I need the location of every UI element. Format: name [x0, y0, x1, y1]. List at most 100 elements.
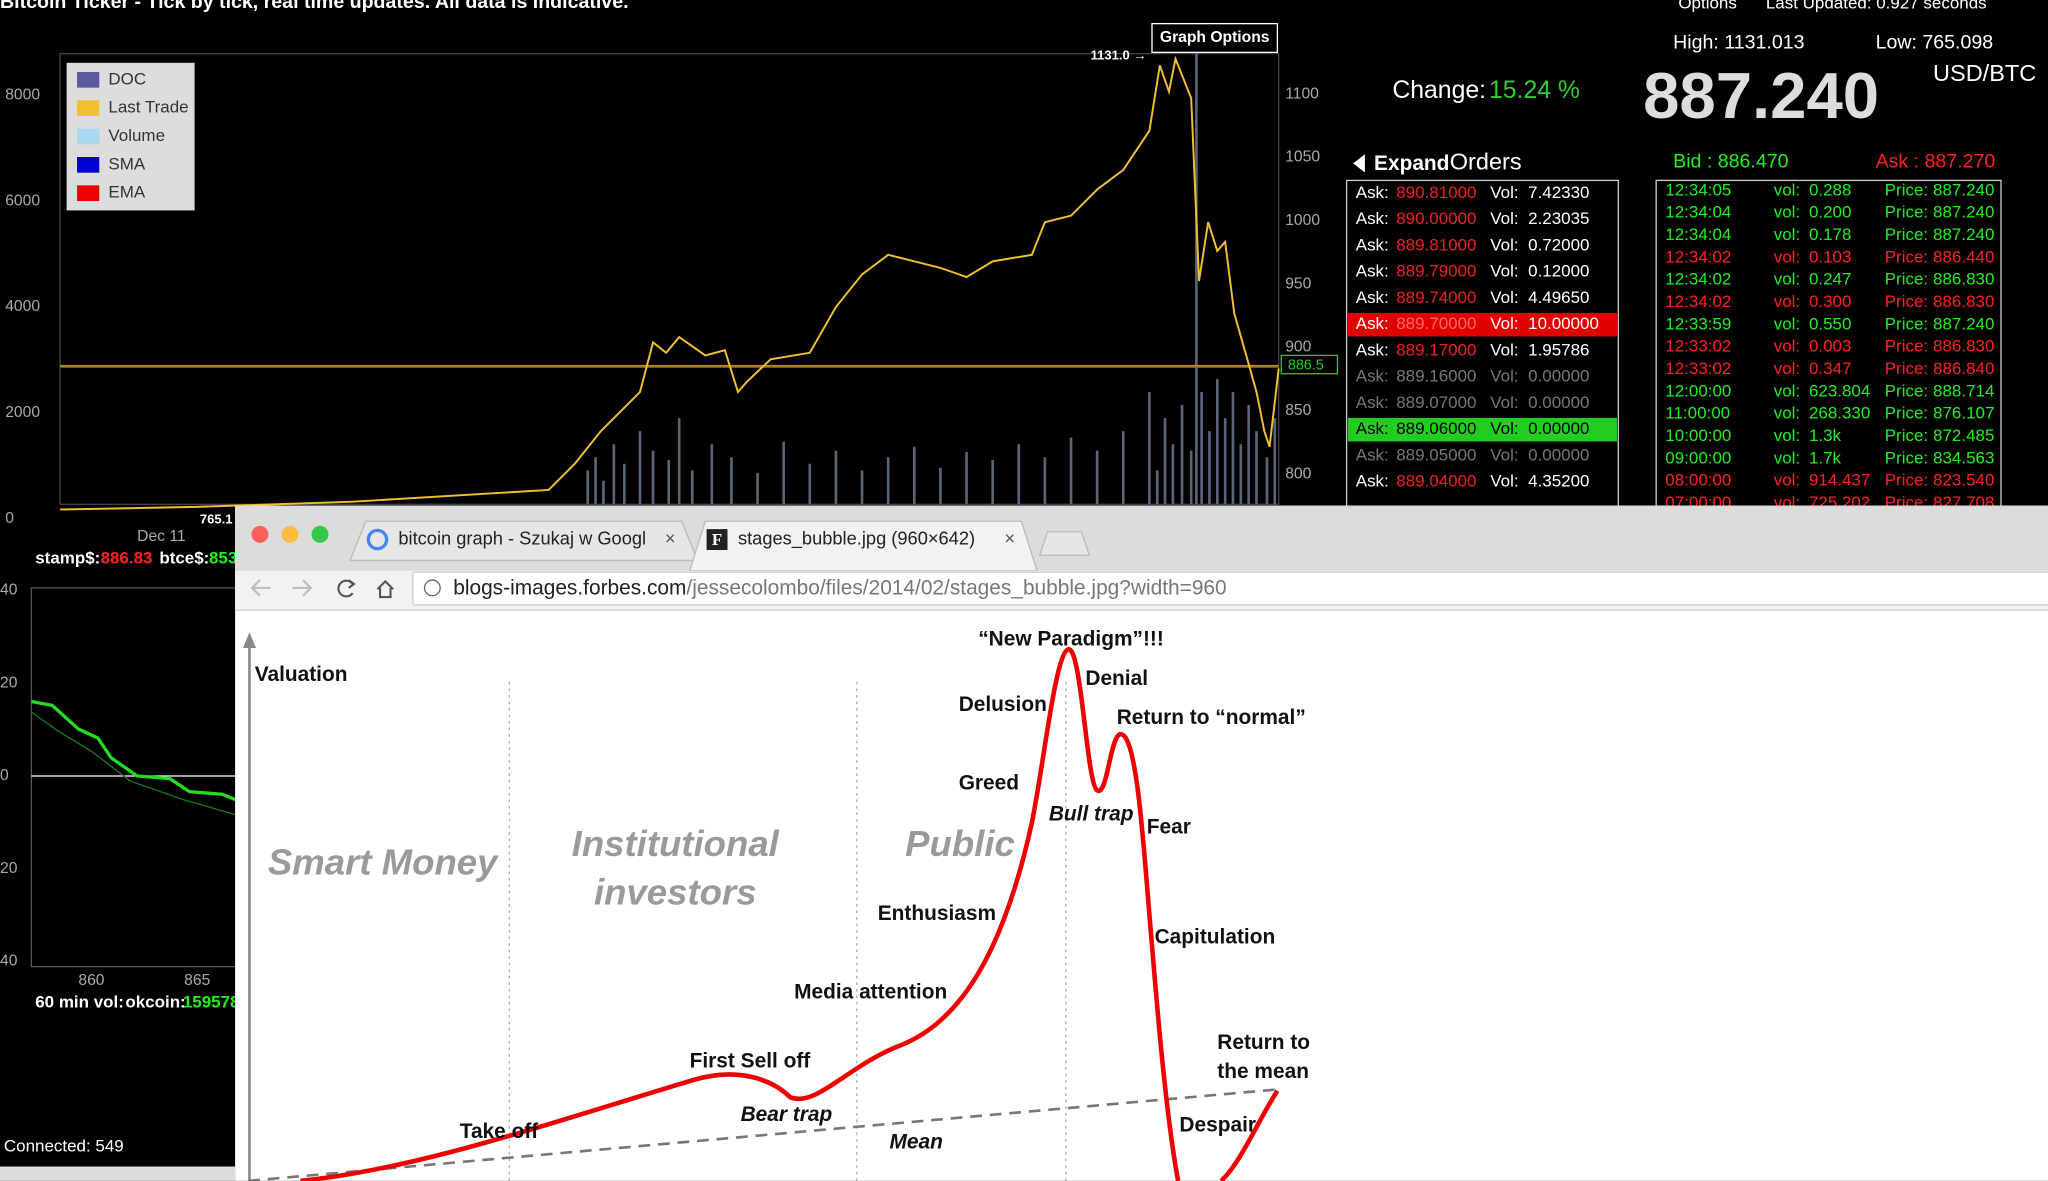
trade-price-label: Price:: [1885, 203, 1928, 222]
vol-label: Vol:: [1490, 367, 1518, 386]
ask-price: 889.04000: [1396, 472, 1476, 491]
trade-price-label: Price:: [1885, 471, 1928, 490]
trade-price: 887.240: [1933, 225, 1994, 244]
ask-vol: 0.00000: [1528, 419, 1589, 438]
ask-price: 889.07000: [1396, 393, 1476, 412]
legend-swatch: [77, 71, 100, 88]
vol-label: Vol:: [1490, 419, 1518, 438]
trade-vol: 268.330: [1809, 404, 1870, 423]
graph-options-button[interactable]: [1151, 22, 1279, 54]
trade-price-label: Price:: [1885, 314, 1928, 333]
y2-tick-label: 900: [1285, 339, 1311, 356]
trade-price-label: Price:: [1885, 448, 1928, 467]
phase-label: Public: [905, 823, 1015, 864]
trade-vol-label: vol:: [1774, 359, 1800, 378]
stage-label: Despair: [1179, 1114, 1256, 1137]
reload-button[interactable]: [337, 579, 356, 598]
stage-label: the mean: [1217, 1060, 1309, 1083]
ask-vol: 7.42330: [1528, 183, 1589, 202]
url-path[interactable]: /jessecolombo/files/2014/02/stages_bubbl…: [686, 577, 1226, 600]
tab-title[interactable]: bitcoin graph - Szukaj w Googl: [398, 527, 646, 548]
legend-label: DOC: [108, 69, 146, 88]
tab-close[interactable]: ×: [665, 527, 676, 548]
y-tick-label: 2000: [5, 404, 40, 421]
ask-vol: 2.23035: [1528, 209, 1589, 228]
vol-label: Vol:: [1490, 235, 1518, 254]
y2-tick-label: 850: [1285, 402, 1311, 419]
vol-value: 159578: [183, 993, 240, 1012]
ask-vol: 0.72000: [1528, 235, 1589, 254]
new-tab[interactable]: [1038, 531, 1091, 556]
url-host[interactable]: blogs-images.forbes.com: [453, 577, 686, 600]
axis-arrow: [242, 632, 256, 648]
trade-vol: 0.300: [1809, 292, 1851, 311]
vol-label: Vol:: [1490, 209, 1518, 228]
address-bar[interactable]: [412, 571, 2048, 606]
info-icon[interactable]: [423, 579, 441, 597]
ask-label: Ask:: [1356, 262, 1389, 281]
ask-price: 889.06000: [1396, 419, 1476, 438]
forward-button[interactable]: [292, 579, 313, 597]
ask-row-bg: [1347, 417, 1617, 442]
last-trade-line: [60, 55, 1280, 511]
ask-vol: 4.49650: [1528, 288, 1589, 307]
minimize-button[interactable]: [281, 525, 299, 543]
trade-time: 12:34:02: [1665, 270, 1731, 289]
options-link[interactable]: Options: [1678, 0, 1736, 13]
last-updated: Last Updated: 0.927 seconds: [1766, 0, 1987, 13]
axis-label: Valuation: [255, 663, 348, 686]
mini-y-tick: 0: [0, 767, 9, 784]
back-button[interactable]: [250, 579, 271, 597]
google-icon: [366, 528, 389, 551]
current-price-box: [1280, 354, 1339, 375]
graph-options-label[interactable]: Graph Options: [1160, 29, 1270, 46]
trade-vol-label: vol:: [1774, 225, 1800, 244]
date-label: Dec 11: [137, 528, 185, 545]
ask-price: 889.05000: [1396, 445, 1476, 464]
ask-vol: 0.12000: [1528, 262, 1589, 281]
ask-price: 889.17000: [1396, 340, 1476, 359]
stage-label: Enthusiasm: [878, 902, 996, 925]
trade-price: 886.440: [1933, 247, 1994, 266]
low: Low: 765.098: [1876, 31, 1994, 53]
trade-time: 12:34:04: [1665, 203, 1731, 222]
ask-price: 889.81000: [1396, 235, 1476, 254]
volume-bars: [586, 52, 1277, 505]
title: Bitcoin Ticker - Tick by tick, real time…: [0, 0, 629, 13]
last-price: 887.240: [1643, 59, 1879, 132]
ask-vol: 10.00000: [1528, 314, 1599, 333]
trade-price-label: Price:: [1885, 426, 1928, 445]
tab-close[interactable]: ×: [1004, 527, 1015, 548]
trade-vol: 1.3k: [1809, 426, 1842, 445]
ask-price: 889.79000: [1396, 262, 1476, 281]
close-button[interactable]: [251, 525, 269, 543]
ask-label: Ask:: [1356, 367, 1389, 386]
tab-title[interactable]: stages_bubble.jpg (960×642): [738, 527, 975, 549]
stage-label: Delusion: [959, 693, 1047, 716]
ask-price: 889.16000: [1396, 367, 1476, 386]
ask-price: 890.81000: [1396, 183, 1476, 202]
ask-label: Ask:: [1356, 288, 1389, 307]
phase-dividers: [508, 681, 1067, 1181]
home-button[interactable]: [376, 579, 394, 599]
mini-x-tick: 860: [78, 972, 104, 989]
expand-arrow[interactable]: [1353, 154, 1365, 173]
trade-vol-label: vol:: [1774, 292, 1800, 311]
tab-active[interactable]: [688, 520, 1038, 572]
stage-label: Fear: [1147, 816, 1191, 839]
y-tick-label: 6000: [5, 192, 40, 209]
tab-inactive[interactable]: [349, 520, 699, 562]
ask-label: Ask:: [1356, 445, 1389, 464]
legend-swatch: [77, 185, 100, 202]
expand[interactable]: Expand: [1374, 152, 1449, 175]
trade-vol: 0.288: [1809, 180, 1851, 199]
trade-time: 12:34:02: [1665, 247, 1731, 266]
y2-tick-label: 1050: [1285, 149, 1320, 166]
zoom-button[interactable]: [311, 525, 329, 543]
ask: Ask : 887.270: [1876, 150, 1996, 172]
phase-label: investors: [594, 871, 757, 912]
mini-line-2: [30, 711, 242, 818]
y2-tick-label: 1000: [1285, 212, 1320, 229]
trade-price: 888.714: [1933, 381, 1994, 400]
stage-label: Mean: [889, 1131, 942, 1154]
